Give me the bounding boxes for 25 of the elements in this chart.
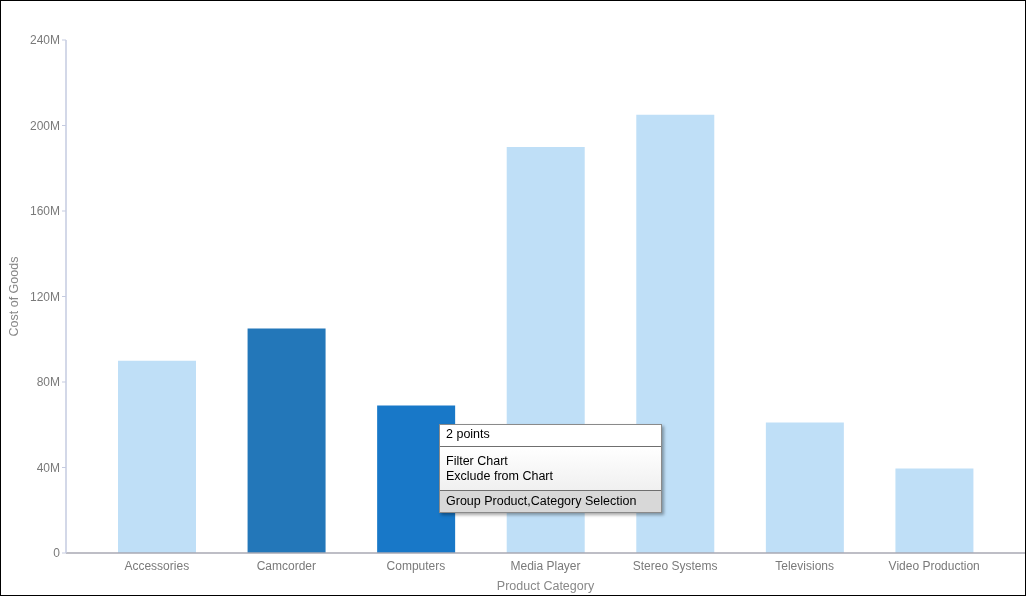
y-tick-label: 80M <box>36 375 60 390</box>
x-axis-title: Product Category <box>496 579 595 593</box>
bar <box>118 360 196 553</box>
y-axis-title: Cost of Goods <box>7 256 21 337</box>
bar <box>765 422 844 553</box>
y-tick-label: 40M <box>36 460 60 475</box>
y-tick-label: 240M <box>29 33 60 48</box>
annotation: Exclude from Chart <box>446 469 554 484</box>
x-tick-label: Computers <box>386 558 446 573</box>
bar <box>636 114 715 553</box>
x-tick-label: Accessories <box>124 558 190 573</box>
annotation: 2 points <box>445 426 491 443</box>
x-tick-label: Televisions <box>775 558 834 573</box>
y-tick-label: 200M <box>29 118 60 133</box>
y-tick-label: 160M <box>29 204 60 219</box>
x-tick-label: Camcorder <box>256 558 317 573</box>
bar <box>247 328 326 553</box>
bar <box>895 468 974 553</box>
annotation: Group Product,Category Selection <box>440 491 661 512</box>
y-tick-label: 120M <box>29 289 60 304</box>
x-tick-label: Media Player <box>510 558 581 573</box>
x-tick-label: Video Production <box>888 558 980 573</box>
y-tick-label: 0 <box>53 546 61 561</box>
x-tick-label: Stereo Systems <box>632 558 718 573</box>
annotation: Filter Chart <box>446 454 509 469</box>
